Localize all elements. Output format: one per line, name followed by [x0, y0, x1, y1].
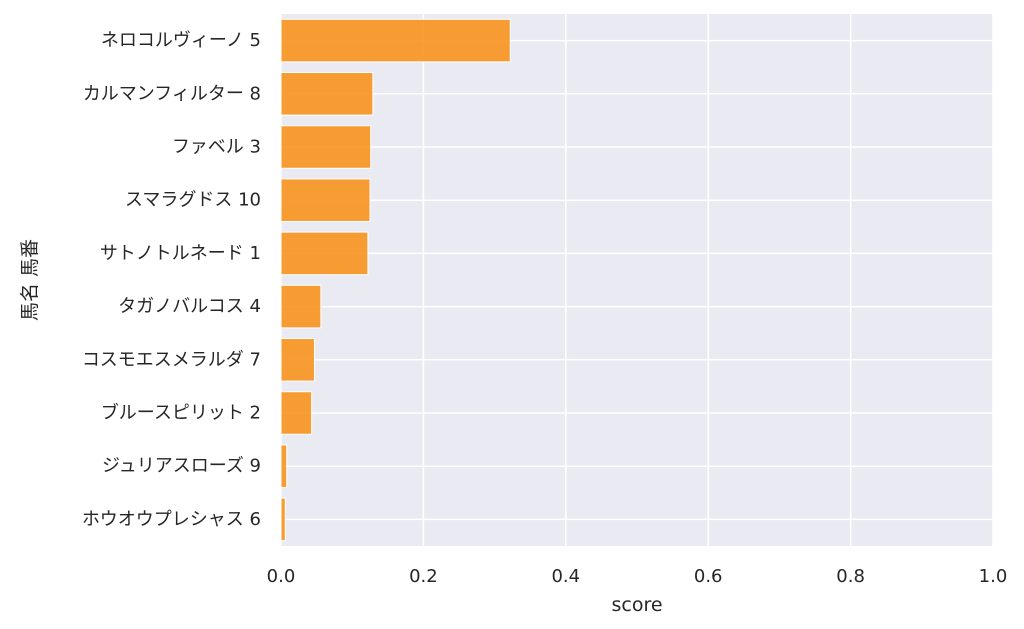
y-tick-label: ネロコルヴィーノ 5: [101, 30, 261, 51]
y-tick-label: ホウオウプレシャス 6: [82, 509, 261, 530]
y-tick-labels: ネロコルヴィーノ 5 カルマンフィルター 8 ファベル 3 スマラグドス 10 サトノト…: [82, 30, 261, 530]
x-tick-labels: 0.0 0.2 0.4 0.6 0.8 1.0: [267, 566, 1008, 587]
bar: [280, 444, 288, 488]
x-tick-label: 0.4: [551, 566, 580, 587]
bar: [280, 72, 374, 116]
bar: [280, 284, 322, 329]
y-tick-label: サトノトルネード 1: [100, 243, 261, 264]
y-tick-label: ブルースピリット 2: [101, 402, 261, 424]
bars: [280, 18, 511, 542]
y-tick-label: コスモエスメラルダ 7: [82, 349, 261, 370]
y-tick-label: カルマンフィルター 8: [83, 83, 261, 104]
x-tick-label: 0.0: [267, 566, 296, 587]
x-tick-label: 0.2: [409, 566, 438, 587]
y-axis-label: 馬名 馬番: [19, 239, 41, 321]
x-tick-label: 1.0: [979, 566, 1008, 587]
x-tick-label: 0.8: [836, 566, 865, 587]
bar: [280, 178, 371, 222]
grid-lines: [280, 14, 994, 546]
y-tick-label: スマラグドス 10: [125, 190, 261, 211]
bar: [280, 231, 369, 276]
bar: [280, 391, 313, 435]
y-tick-label: ジュリアスローズ 9: [102, 456, 261, 477]
bar: [280, 18, 511, 63]
bar: [280, 497, 286, 542]
y-tick-label: タガノバルコス 4: [118, 296, 261, 317]
y-tick-label: ファベル 3: [172, 137, 261, 158]
bar: [280, 125, 372, 169]
bar: [280, 338, 315, 382]
plot-area: [281, 14, 993, 546]
x-tick-label: 0.6: [694, 566, 723, 587]
x-axis-label: score: [611, 594, 662, 616]
